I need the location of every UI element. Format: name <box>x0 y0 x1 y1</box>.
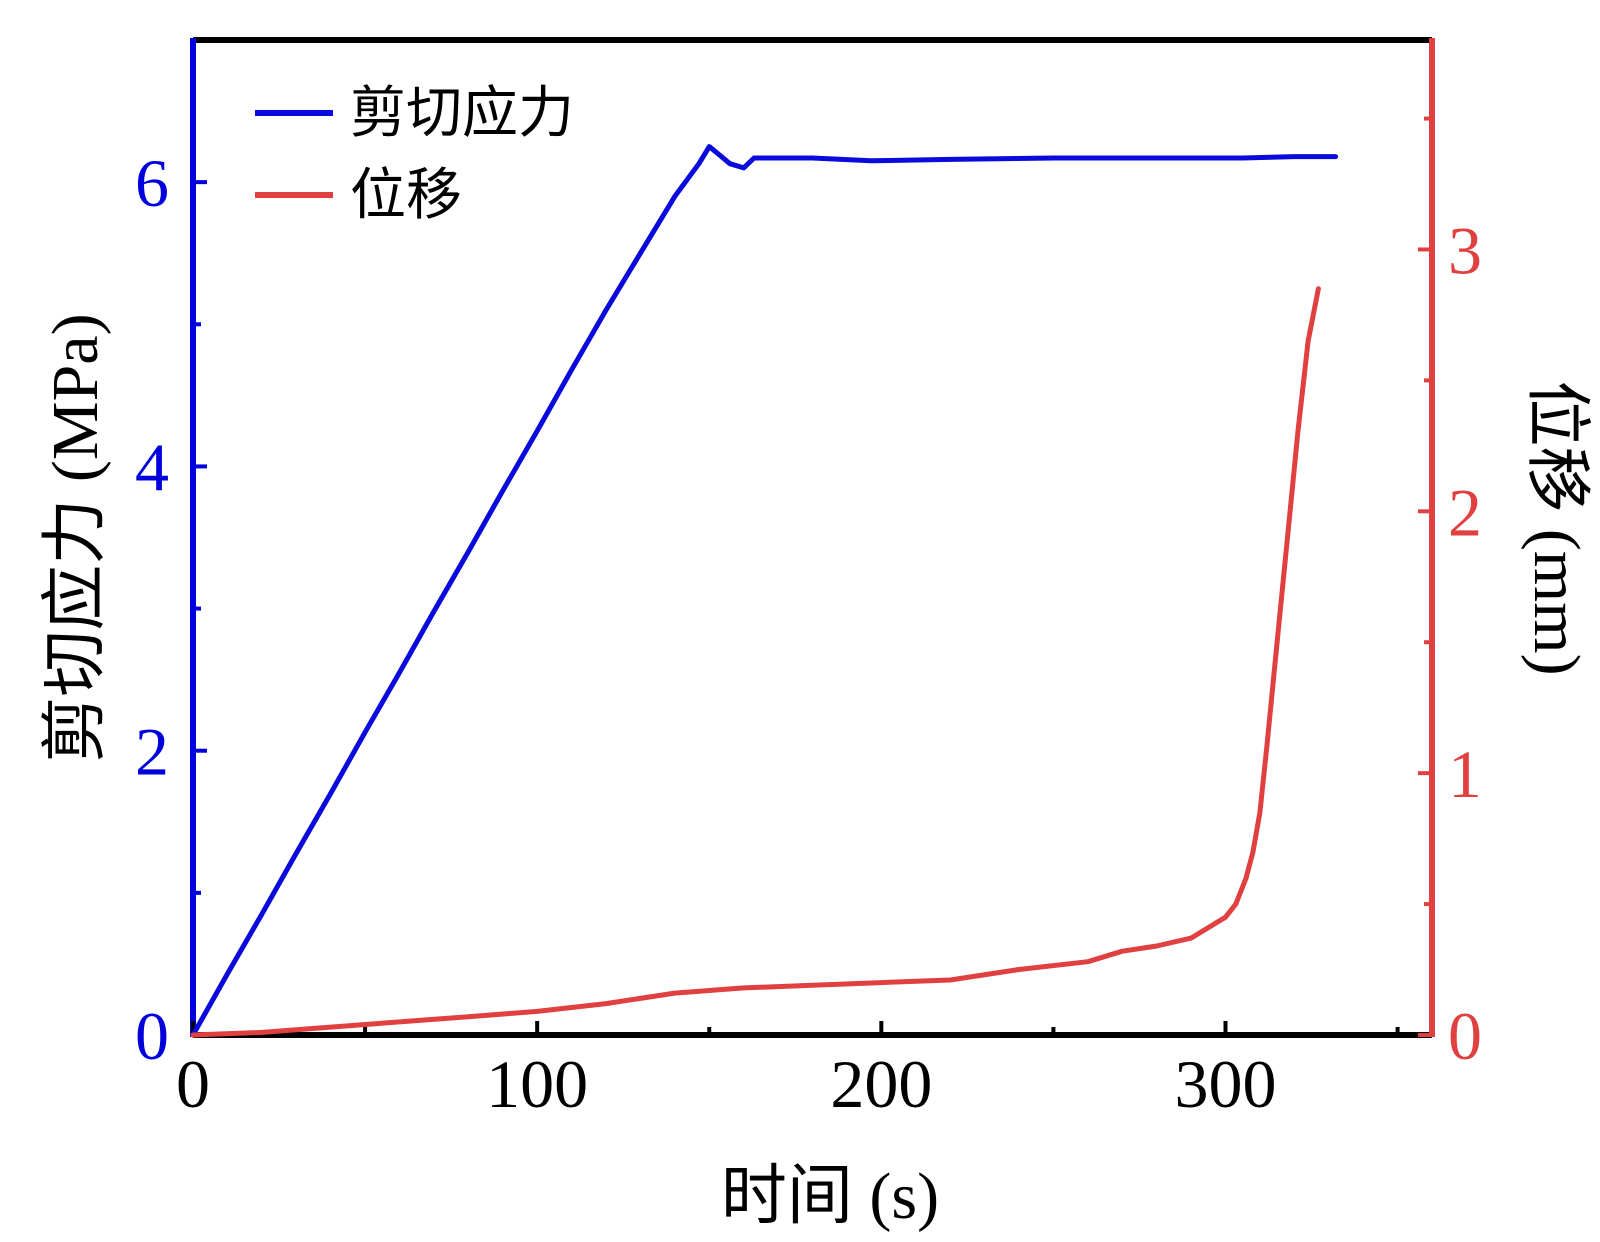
y-left-tick-label-2: 4 <box>135 429 169 505</box>
x-axis-title: 时间 (s) <box>721 1160 939 1233</box>
legend-label-displacement: 位移 <box>350 163 462 228</box>
stress-series-line <box>190 144 1339 1038</box>
y-left-tick-label-0: 0 <box>135 998 169 1074</box>
y-left-tick-label-1: 2 <box>135 714 169 790</box>
left-axis-title: 剪切应力 (MPa) <box>39 313 112 762</box>
y-right-tick-label-0: 0 <box>1448 998 1482 1074</box>
right-axis-title: 位移 (mm) <box>1520 380 1593 675</box>
y-right-tick-label-1: 1 <box>1448 736 1482 812</box>
legend: 剪切应力 位移 <box>255 81 574 228</box>
x-tick-label-2: 200 <box>830 1046 932 1122</box>
y-right-tick-label-2: 2 <box>1448 474 1482 550</box>
axis-ticks: 0 100 200 300 0 2 4 6 0 1 2 3 <box>135 116 1482 1122</box>
x-tick-label-1: 100 <box>486 1046 588 1122</box>
legend-label-stress: 剪切应力 <box>350 81 574 146</box>
displacement-series-line <box>190 286 1321 1038</box>
x-tick-label-0: 0 <box>176 1046 210 1122</box>
y-right-tick-label-3: 3 <box>1448 212 1482 288</box>
y-left-tick-label-3: 6 <box>135 145 169 221</box>
x-tick-label-3: 300 <box>1175 1046 1277 1122</box>
series-layer <box>190 144 1339 1038</box>
